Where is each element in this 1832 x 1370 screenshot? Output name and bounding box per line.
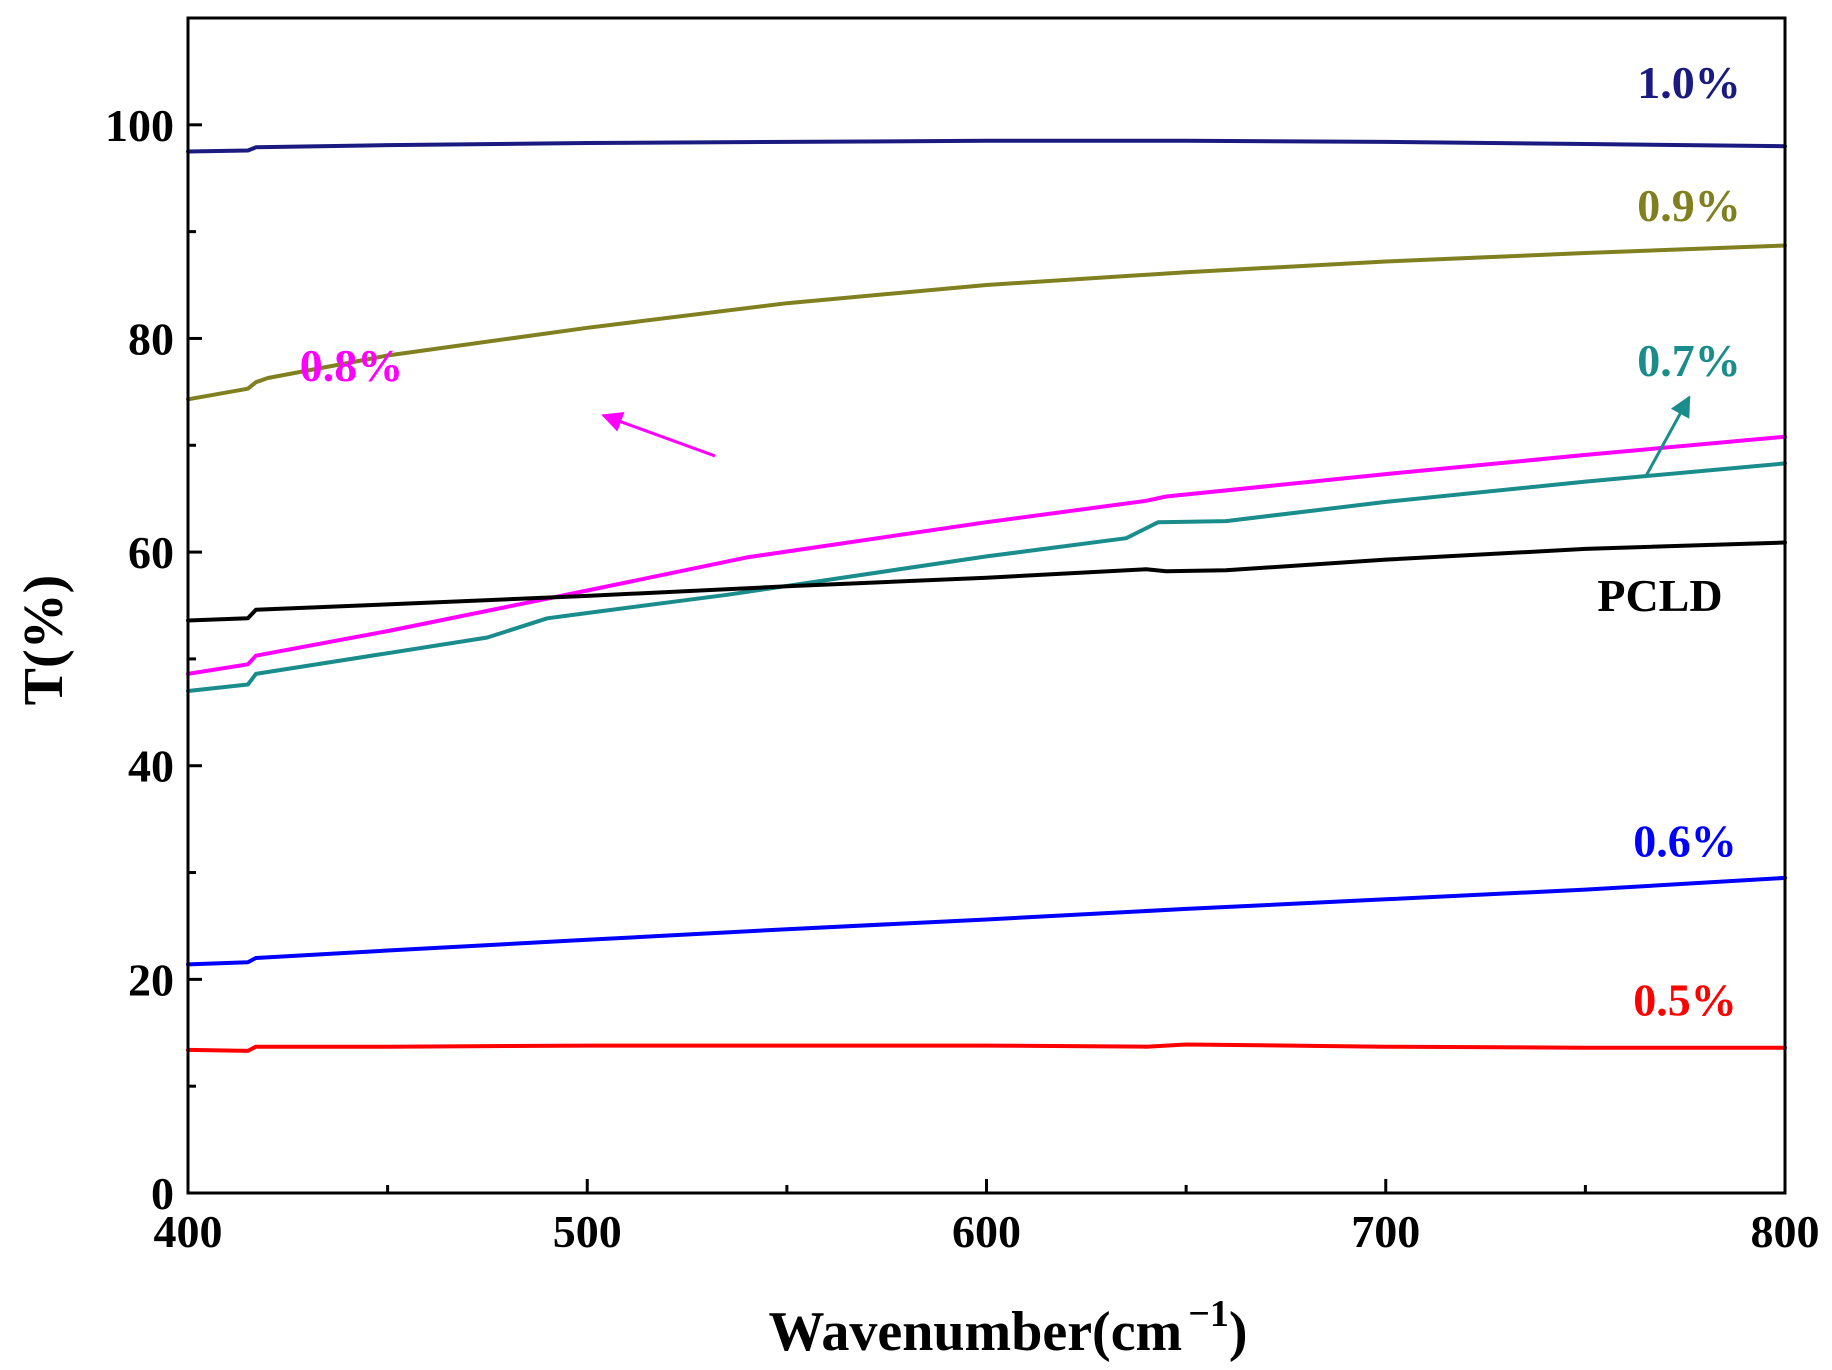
series-label-0-8pct: 0.8% [300,340,404,391]
series-label-1-0pct: 1.0% [1637,57,1741,108]
x-tick-label: 800 [1751,1206,1820,1257]
x-tick-label: 400 [154,1206,223,1257]
x-tick-label: 600 [952,1206,1021,1257]
x-tick-label: 500 [553,1206,622,1257]
series-line-0-6pct [186,875,1787,967]
series-line-1-0pct [186,138,1787,154]
series-line-pcld [186,540,1787,623]
series-label-0-6pct: 0.6% [1633,816,1737,867]
x-axis-title-main: Wavenumber(cm [768,1301,1182,1363]
plot-frame [186,16,1787,1195]
series-line-0-9pct [186,243,1787,402]
series-label-pcld: PCLD [1597,570,1722,621]
series-line-0-8pct [186,434,1787,676]
axes: 400 500 600 700 800 0 20 40 60 80 100 [105,16,1820,1257]
annotation-arrow-0-7pct [1643,395,1691,479]
y-tick-label: 60 [128,527,174,578]
annotation-arrow-0-8pct [601,411,716,458]
y-tick-label: 80 [128,313,174,364]
series-line-0-5pct [186,1042,1787,1053]
y-tick-label: 20 [128,954,174,1005]
series-label-0-7pct: 0.7% [1637,335,1741,386]
series-group [186,138,1787,1053]
x-axis-title-superscript: −1 [1188,1293,1229,1335]
annotations: 1.0% 0.9% 0.8% 0.7% PCLD 0.6% 0.5% [300,57,1741,1026]
x-tick-label: 700 [1351,1206,1420,1257]
series-label-0-5pct: 0.5% [1633,975,1737,1026]
x-axis-title: Wavenumber(cm −1) [768,1293,1247,1363]
x-axis-title-close: ) [1229,1301,1248,1363]
series-line-0-7pct [186,461,1787,693]
y-tick-label: 0 [151,1168,174,1219]
y-axis-title: T(%) [13,575,75,706]
series-label-0-9pct: 0.9% [1637,180,1741,231]
y-tick-label: 40 [128,741,174,792]
y-tick-label: 100 [105,100,174,151]
